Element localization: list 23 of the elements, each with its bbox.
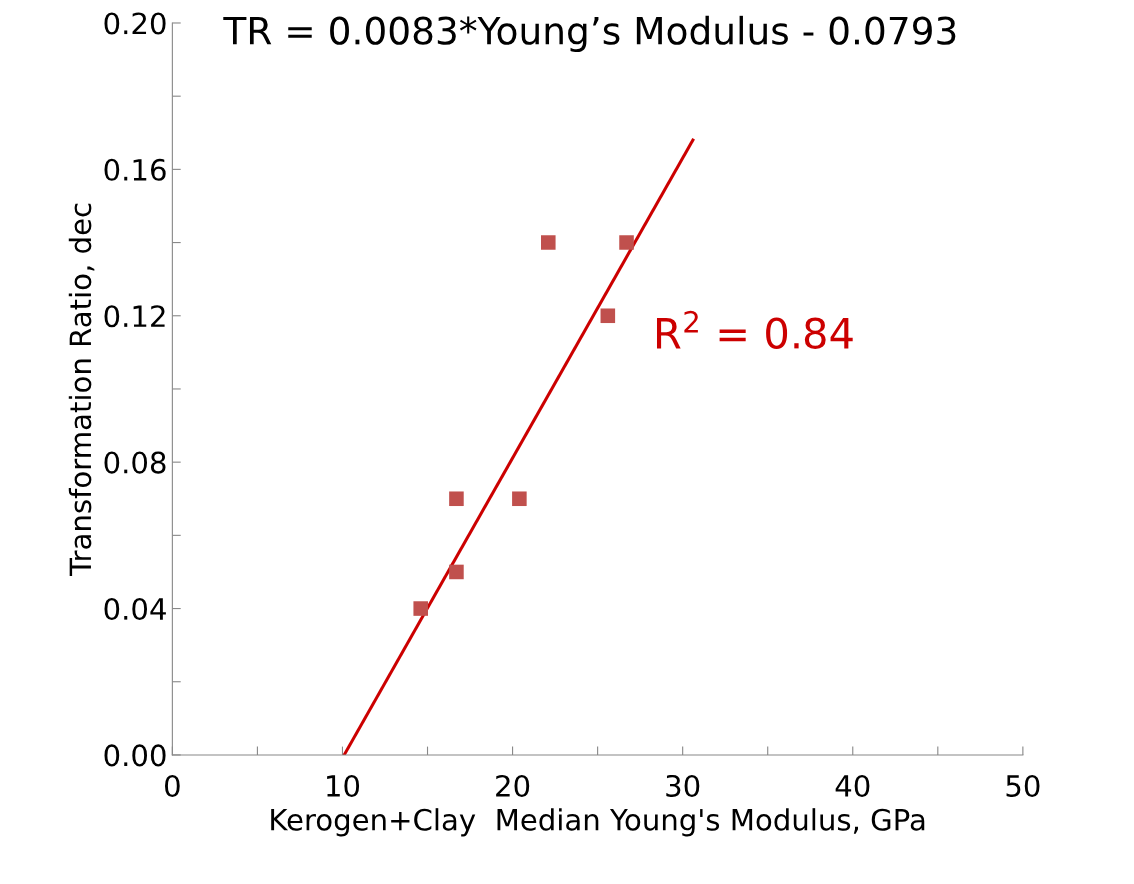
y-tick-label: 0.20 bbox=[104, 12, 166, 35]
x-tick-label: 30 bbox=[666, 774, 700, 797]
point bbox=[449, 491, 464, 507]
chart-title: TR = 0.0083*Young’s Modulus - 0.0793 bbox=[223, 15, 956, 53]
point bbox=[541, 235, 556, 250]
x-tick-label: 20 bbox=[496, 774, 530, 797]
x-tick-label: 40 bbox=[835, 774, 870, 797]
point bbox=[600, 308, 616, 324]
annotation: R$^{2}$ = 0.84 bbox=[656, 310, 853, 349]
y-tick-label: 0.16 bbox=[104, 158, 166, 181]
point bbox=[413, 601, 428, 616]
y-axis-title: Transformation Ratio, dec bbox=[68, 203, 95, 577]
y-tick-label: 0.08 bbox=[104, 451, 166, 474]
y-tick-label: 0.04 bbox=[104, 597, 166, 621]
x-axis-title: Kerogen+Clay Median Young's Modulus, GPa bbox=[271, 808, 925, 837]
y-tick-label: 0.00 bbox=[104, 744, 166, 767]
x-tick-label: 10 bbox=[327, 774, 360, 797]
y-tick-label: 0.12 bbox=[104, 305, 165, 328]
x-tick-label: 50 bbox=[1006, 774, 1040, 797]
x-tick-label: 0 bbox=[165, 774, 180, 797]
point bbox=[512, 491, 527, 507]
point bbox=[619, 235, 634, 250]
point bbox=[449, 564, 464, 580]
